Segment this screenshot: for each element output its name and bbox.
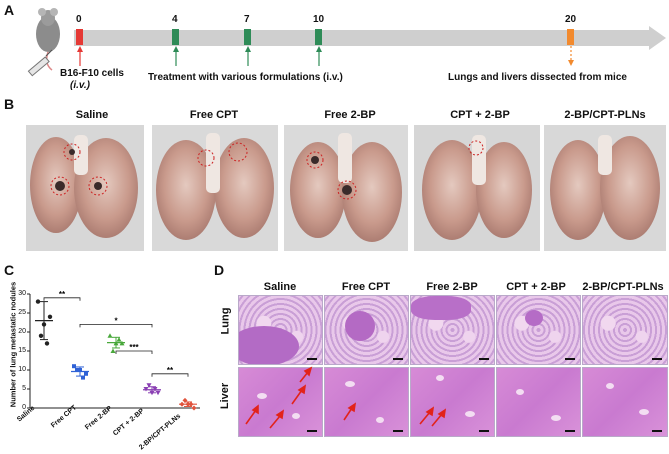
histo-title-free-2bp: Free 2-BP xyxy=(426,281,478,293)
day-7-label: 7 xyxy=(244,14,250,25)
chart-data-point xyxy=(41,322,47,327)
histo-title-plns: 2-BP/CPT-PLNs xyxy=(582,281,664,293)
histo-liver-cpt-2bp xyxy=(496,367,581,437)
timeline-pointer-arrows xyxy=(77,46,574,66)
day-4-label: 4 xyxy=(172,14,178,25)
histo-liver-saline xyxy=(238,367,323,437)
photo-title-cpt-2bp: CPT + 2-BP xyxy=(450,109,510,121)
histo-lung-free-cpt xyxy=(324,295,409,365)
chart-data-point xyxy=(75,368,79,372)
histo-liver-free-cpt xyxy=(324,367,409,437)
histo-liver-plns xyxy=(582,367,668,437)
chart-data-point xyxy=(152,387,158,392)
dissection-label: Lungs and livers dissected from mice xyxy=(448,72,627,83)
chart-data-point xyxy=(107,333,113,338)
day-10-marker xyxy=(315,29,322,45)
scale-bar xyxy=(565,430,575,432)
day-7-marker xyxy=(244,29,251,45)
chart-significance-label: ** xyxy=(59,290,66,299)
mouse-syringe-icon xyxy=(27,8,60,77)
cells-route-label: (i.v.) xyxy=(70,80,91,91)
histo-title-saline: Saline xyxy=(263,281,297,293)
day-0-marker xyxy=(76,29,83,45)
chart-significance-bracket xyxy=(151,373,189,377)
day-10-label: 10 xyxy=(313,14,325,25)
histo-title-free-cpt: Free CPT xyxy=(341,281,391,293)
photo-title-plns: 2-BP/CPT-PLNs xyxy=(564,109,646,121)
chart-data-point xyxy=(146,383,152,388)
chart-y-tick-label: 20 xyxy=(18,328,26,335)
chart-data-point xyxy=(119,340,125,346)
chart-data-point xyxy=(84,371,88,376)
scale-bar xyxy=(479,358,489,360)
chart-data-point xyxy=(179,401,185,407)
chart-y-tick-label: 5 xyxy=(22,385,26,392)
photo-title-free-2bp: Free 2-BP xyxy=(324,109,376,121)
timeline-arrow xyxy=(74,26,666,50)
scale-bar xyxy=(307,358,317,360)
treatment-label: Treatment with various formulations (i.v… xyxy=(148,72,343,83)
chart-data-point xyxy=(149,390,155,396)
chart-data-point xyxy=(78,368,82,372)
chart-data-point xyxy=(113,340,119,346)
day-0-label: 0 xyxy=(76,14,82,25)
chart-y-tick-label: 0 xyxy=(22,404,26,411)
chart-significance-bracket xyxy=(43,297,81,301)
panel-label-d: D xyxy=(214,262,225,278)
chart-data-point xyxy=(47,314,53,319)
chart-data-point xyxy=(143,387,149,392)
histo-lung-cpt-2bp xyxy=(496,295,581,365)
photo-title-free-cpt: Free CPT xyxy=(189,109,239,121)
histo-title-cpt-2bp: CPT + 2-BP xyxy=(506,281,566,293)
scale-bar xyxy=(393,358,403,360)
chart-data-point xyxy=(182,397,188,403)
chart-data-point xyxy=(35,299,41,304)
panel-label-c: C xyxy=(4,262,15,278)
chart-data-point xyxy=(110,348,116,353)
chart-data-point xyxy=(38,333,44,338)
chart-data-point xyxy=(44,341,50,346)
scale-bar xyxy=(652,358,662,360)
chart-significance-bracket xyxy=(115,350,153,354)
chart-y-tick-label: 10 xyxy=(18,366,26,373)
panel-label-b: B xyxy=(4,96,15,112)
chart-data-point xyxy=(188,401,194,407)
cells-label: B16-F10 cells xyxy=(60,68,124,79)
chart-y-tick-label: 30 xyxy=(18,290,26,297)
chart-y-tick-label: 15 xyxy=(18,347,26,354)
scale-bar xyxy=(479,430,489,432)
chart-data-point xyxy=(81,375,85,380)
chart-significance-label: *** xyxy=(129,343,139,352)
scale-bar xyxy=(393,430,403,432)
chart-data-point xyxy=(116,337,122,342)
scale-bar xyxy=(565,358,575,360)
scale-bar xyxy=(652,430,662,432)
histo-lung-free-2bp xyxy=(410,295,495,365)
day-4-marker xyxy=(172,29,179,45)
scale-bar xyxy=(307,430,317,432)
day-20-label: 20 xyxy=(565,14,577,25)
day-20-marker xyxy=(567,29,574,45)
histo-liver-free-2bp xyxy=(410,367,495,437)
chart-y-tick-label: 25 xyxy=(18,309,26,316)
panel-label-a: A xyxy=(4,2,15,18)
chart-significance-label: ** xyxy=(167,366,174,375)
photo-title-saline: Saline xyxy=(75,109,109,121)
chart-data-point xyxy=(185,401,191,407)
histo-lung-plns xyxy=(582,295,668,365)
chart-significance-bracket xyxy=(79,324,153,328)
chart-data-point xyxy=(155,390,161,396)
chart-significance-label: * xyxy=(114,316,118,325)
histo-lung-saline xyxy=(238,295,323,365)
chart-data-point xyxy=(191,405,197,411)
chart-data-point xyxy=(72,364,76,369)
